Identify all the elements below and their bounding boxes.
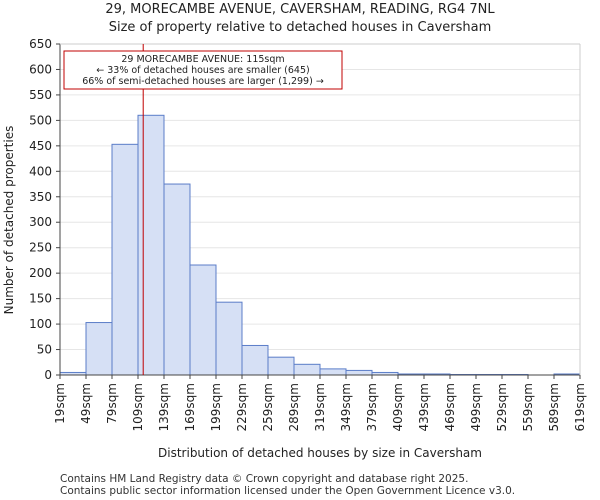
y-axis-label: Number of detached properties: [2, 126, 16, 315]
x-tick-label: 259sqm: [261, 383, 275, 431]
histogram-bar: [345, 369, 373, 376]
y-tick-label: 350: [29, 190, 52, 204]
x-tick-label: 589sqm: [547, 383, 561, 431]
y-tick-label: 450: [29, 139, 52, 153]
footer-line-2: Contains public sector information licen…: [60, 485, 516, 497]
x-tick-label: 229sqm: [235, 383, 249, 431]
x-axis-label: Distribution of detached houses by size …: [158, 446, 482, 460]
x-tick-label: 139sqm: [157, 383, 171, 431]
x-tick-label: 49sqm: [79, 383, 93, 424]
histogram-bar: [137, 114, 165, 376]
marker-annotation: 29 MORECAMBE AVENUE: 115sqm← 33% of deta…: [63, 44, 343, 375]
footer-line-1: Contains HM Land Registry data © Crown c…: [60, 473, 469, 485]
y-tick-label: 650: [29, 37, 52, 51]
y-tick-label: 250: [29, 241, 52, 255]
bars: [59, 114, 581, 376]
x-tick-label: 409sqm: [391, 383, 405, 431]
histogram-bar: [215, 301, 243, 376]
y-tick-label: 0: [44, 368, 52, 382]
x-tick-label: 289sqm: [287, 383, 301, 431]
y-tick-label: 100: [29, 317, 52, 331]
histogram-bar: [267, 356, 295, 376]
y-tick-label: 50: [37, 343, 52, 357]
y-tick-label: 400: [29, 164, 52, 178]
histogram-bar: [319, 368, 347, 376]
y-tick-label: 150: [29, 292, 52, 306]
histogram-bar: [163, 183, 191, 376]
histogram-bar: [189, 264, 217, 376]
annotation-box: [63, 50, 343, 90]
x-tick-label: 109sqm: [131, 383, 145, 431]
chart-title: 29, MORECAMBE AVENUE, CAVERSHAM, READING…: [105, 2, 495, 17]
chart-subtitle: Size of property relative to detached ho…: [108, 20, 492, 35]
y-tick-label: 200: [29, 266, 52, 280]
annotation-line: 66% of semi-detached houses are larger (…: [82, 76, 324, 87]
x-tick-label: 199sqm: [209, 383, 223, 431]
x-tick-label: 379sqm: [365, 383, 379, 431]
axes: 0 50 100 150 200 250 300 350 400 450 500 550 600 650 1…: [29, 37, 587, 431]
annotation-line: ← 33% of detached houses are smaller (64…: [96, 65, 309, 76]
x-tick-label: 499sqm: [469, 383, 483, 431]
x-tick-label: 349sqm: [339, 383, 353, 431]
x-tick-label: 619sqm: [573, 383, 587, 431]
x-tick-label: 79sqm: [105, 383, 119, 424]
x-tick-label: 559sqm: [521, 383, 535, 431]
x-tick-label: 319sqm: [313, 383, 327, 431]
x-tick-label: 469sqm: [443, 383, 457, 431]
x-tick-label: 19sqm: [53, 383, 67, 424]
y-tick-label: 550: [29, 88, 52, 102]
x-tick-label: 169sqm: [183, 383, 197, 431]
histogram-bar: [293, 363, 321, 376]
annotation-line: 29 MORECAMBE AVENUE: 115sqm: [121, 54, 284, 65]
histogram-bar: [111, 143, 139, 376]
y-tick-label: 600: [29, 62, 52, 76]
x-tick-label: 439sqm: [417, 383, 431, 431]
y-tick-label: 500: [29, 113, 52, 127]
histogram-bar: [85, 322, 113, 376]
x-tick-label: 529sqm: [495, 383, 509, 431]
histogram-bar: [241, 344, 269, 376]
y-tick-label: 300: [29, 215, 52, 229]
